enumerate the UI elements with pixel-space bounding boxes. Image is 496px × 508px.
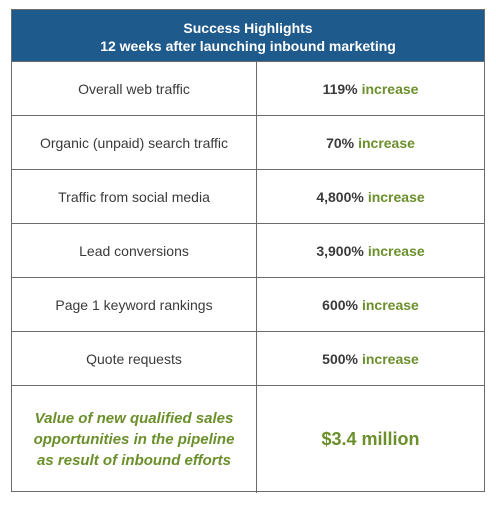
pipeline-value-row: Value of new qualified sales opportuniti… [12,386,484,493]
result-value: 4,800% [316,188,364,205]
table-header: Success Highlights 12 weeks after launch… [12,10,484,62]
table-row: Traffic from social media 4,800% increas… [12,170,484,224]
table-row: Overall web traffic 119% increase [12,62,484,116]
header-subtitle: 12 weeks after launching inbound marketi… [100,38,396,54]
pipeline-label-line: Value of new qualified sales [34,410,234,427]
metric-label: Quote requests [12,332,257,385]
pipeline-label-line: as result of inbound efforts [37,452,231,469]
result-word: increase [367,188,425,205]
table-row: Lead conversions 3,900% increase [12,224,484,278]
metric-label: Lead conversions [12,224,257,277]
result-cell: 600% increase [257,278,484,331]
metric-label: Traffic from social media [12,170,257,223]
result-value: 600% [322,296,358,313]
result-word: increase [367,242,425,259]
result-value: 500% [322,350,358,367]
result-value: 3,900% [316,242,364,259]
result-word: increase [361,80,419,97]
result-cell: 3,900% increase [257,224,484,277]
result-value: 119% [322,80,358,97]
table-row: Page 1 keyword rankings 600% increase [12,278,484,332]
metric-label: Overall web traffic [12,62,257,115]
result-cell: 70% increase [257,116,484,169]
header-title: Success Highlights [183,20,313,36]
result-cell: 500% increase [257,332,484,385]
table-row: Organic (unpaid) search traffic 70% incr… [12,116,484,170]
result-cell: 119% increase [257,62,484,115]
metric-label: Organic (unpaid) search traffic [12,116,257,169]
result-word: increase [361,296,419,313]
result-word: increase [361,350,419,367]
pipeline-value-label: Value of new qualified sales opportuniti… [12,386,257,493]
metric-label: Page 1 keyword rankings [12,278,257,331]
pipeline-label-line: opportunities in the pipeline [33,431,235,448]
result-value: 70% [326,134,355,151]
result-word: increase [358,134,415,151]
pipeline-value: $3.4 million [321,429,420,449]
table-row: Quote requests 500% increase [12,332,484,386]
result-cell: 4,800% increase [257,170,484,223]
success-highlights-table: Success Highlights 12 weeks after launch… [11,9,485,493]
